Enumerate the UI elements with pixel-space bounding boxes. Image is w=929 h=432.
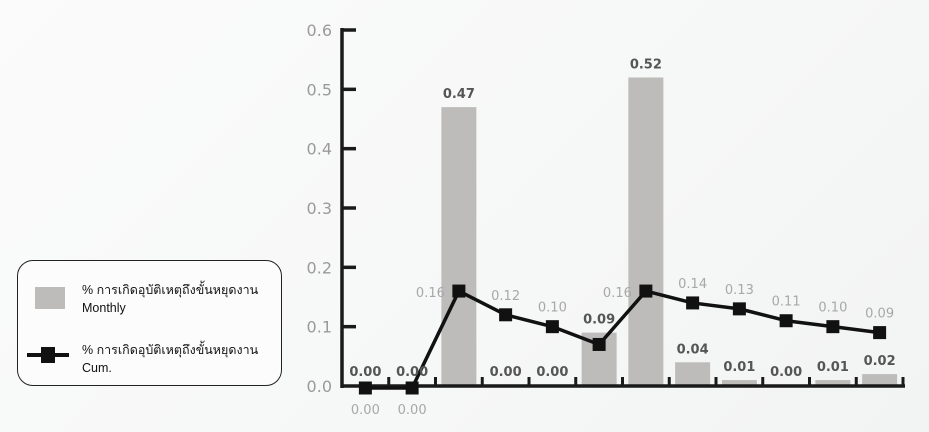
y-tick-label: 0.3 bbox=[307, 199, 332, 218]
line-marker bbox=[499, 308, 513, 322]
bar-value-label: 0.01 bbox=[817, 360, 849, 375]
line-marker bbox=[686, 296, 700, 310]
line-marker-swatch-icon bbox=[27, 347, 69, 363]
bar-swatch-icon bbox=[35, 287, 65, 309]
line-marker bbox=[826, 320, 840, 334]
cum-value-label: 0.16 bbox=[603, 286, 632, 301]
bar bbox=[815, 380, 851, 386]
cum-value-label: 0.09 bbox=[865, 307, 894, 322]
legend-cum-label: % การเกิดอุบัติเหตุถึงขั้นหยุดงาน bbox=[82, 343, 259, 357]
monthly-bars bbox=[441, 77, 898, 386]
y-tick-label: 0.4 bbox=[307, 140, 332, 159]
bar bbox=[441, 107, 477, 386]
y-tick-label: 0.1 bbox=[307, 318, 332, 337]
cum-value-label: 0.13 bbox=[725, 283, 754, 298]
cum-value-label: 0.16 bbox=[416, 286, 445, 301]
bar-value-label: 0.00 bbox=[349, 365, 381, 380]
line-marker bbox=[779, 314, 793, 328]
cum-value-label: 0.10 bbox=[818, 301, 847, 316]
bar bbox=[628, 77, 664, 386]
legend-monthly-label: % การเกิดอุบัติเหตุถึงขั้นหยุดงาน bbox=[82, 283, 259, 297]
cum-value-label: 0.14 bbox=[678, 277, 707, 292]
legend-monthly-sublabel: Monthly bbox=[82, 301, 126, 315]
bar-value-label: 0.02 bbox=[864, 354, 896, 369]
bar bbox=[862, 374, 898, 386]
y-tick-label: 0.2 bbox=[307, 258, 332, 277]
line-marker bbox=[452, 284, 466, 298]
line-marker bbox=[358, 381, 372, 395]
bar-value-label: 0.00 bbox=[536, 365, 568, 380]
bar-value-label: 0.00 bbox=[490, 365, 522, 380]
bar-value-label: 0.00 bbox=[770, 365, 802, 380]
line-marker bbox=[592, 337, 606, 351]
cum-value-label: 0.11 bbox=[772, 295, 801, 310]
bar bbox=[721, 380, 757, 386]
cum-value-label: 0.10 bbox=[538, 301, 567, 316]
y-axis: 0.0 0.1 0.2 0.3 0.4 0.5 0.6 bbox=[307, 21, 356, 396]
line-marker bbox=[545, 320, 559, 334]
line-marker bbox=[639, 284, 653, 298]
x-axis bbox=[342, 377, 905, 388]
line-marker bbox=[732, 302, 746, 316]
bar-value-label: 0.47 bbox=[443, 87, 475, 102]
cumulative-line bbox=[358, 284, 887, 395]
bar-value-label: 0.01 bbox=[723, 360, 755, 375]
cum-value-label: 0.00 bbox=[398, 403, 427, 418]
y-tick-label: 0.5 bbox=[307, 80, 332, 99]
y-tick-label: 0.6 bbox=[307, 21, 332, 40]
line-marker bbox=[405, 381, 419, 395]
bar bbox=[675, 362, 711, 386]
bar-value-label: 0.09 bbox=[583, 313, 615, 328]
bar-value-label: 0.00 bbox=[396, 365, 428, 380]
cum-value-label: 0.12 bbox=[491, 289, 520, 304]
y-tick-label: 0.0 bbox=[307, 377, 332, 396]
line-marker bbox=[873, 326, 887, 340]
bar-value-label: 0.52 bbox=[630, 57, 662, 72]
data-labels: 0.00 0.00 0.47 0.00 0.00 0.09 0.52 0.04 0.01 0.00… bbox=[349, 57, 895, 418]
legend: % การเกิดอุบัติเหตุถึงขั้นหยุดงาน Monthl… bbox=[17, 260, 282, 386]
bar-value-label: 0.04 bbox=[677, 342, 709, 357]
legend-cum-sublabel: Cum. bbox=[82, 361, 112, 375]
cum-value-label: 0.00 bbox=[351, 403, 380, 418]
